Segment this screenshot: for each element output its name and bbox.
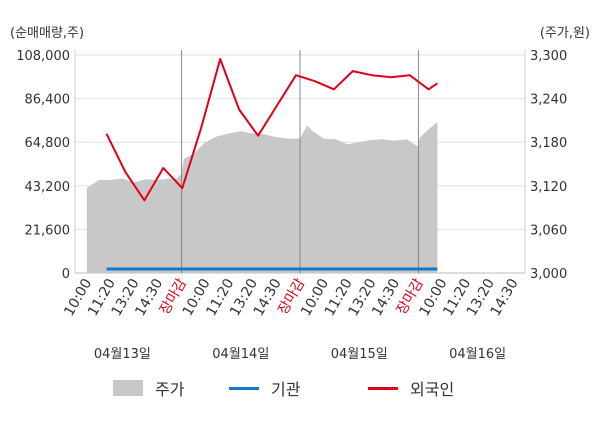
left-tick-label: 108,000 bbox=[16, 49, 70, 64]
legend-label-foreign: 외국인 bbox=[410, 380, 455, 399]
price-area bbox=[86, 121, 438, 274]
legend-label-price: 주가 bbox=[155, 380, 185, 399]
date-label: 04월13일 bbox=[94, 347, 151, 362]
left-tick-label: 21,600 bbox=[25, 223, 71, 238]
legend-swatch-price bbox=[113, 380, 143, 396]
legend-item-foreign: 외국인 bbox=[368, 368, 454, 408]
date-label: 04월14일 bbox=[212, 347, 269, 362]
legend: 주가 기관 외국인 bbox=[0, 368, 600, 408]
right-tick-label: 3,240 bbox=[530, 93, 567, 108]
left-axis-unit: (순매매량,주) bbox=[10, 26, 84, 41]
left-tick-label: 0 bbox=[62, 267, 70, 282]
legend-swatch-foreign bbox=[368, 386, 398, 390]
legend-item-price: 주가 bbox=[113, 368, 184, 408]
left-tick-label: 64,800 bbox=[25, 136, 71, 151]
date-label: 04월16일 bbox=[449, 347, 506, 362]
date-label: 04월15일 bbox=[331, 347, 388, 362]
right-tick-label: 3,300 bbox=[530, 49, 567, 64]
right-axis-unit: (주가,원) bbox=[540, 26, 590, 41]
legend-label-institution: 기관 bbox=[271, 380, 301, 399]
right-tick-label: 3,060 bbox=[530, 223, 567, 238]
stock-chart: (순매매량,주) (주가,원) 108,000 86,400 64,800 43,20… bbox=[10, 26, 590, 362]
left-tick-label: 43,200 bbox=[25, 180, 71, 195]
right-tick-label: 3,120 bbox=[530, 180, 567, 195]
day-separators bbox=[181, 50, 419, 273]
right-tick-label: 3,000 bbox=[530, 267, 567, 282]
foreign-line bbox=[105, 58, 438, 202]
right-tick-label: 3,180 bbox=[530, 136, 567, 151]
legend-swatch-institution bbox=[229, 386, 259, 390]
legend-item-institution: 기관 bbox=[229, 368, 300, 408]
left-tick-label: 86,400 bbox=[25, 93, 71, 108]
